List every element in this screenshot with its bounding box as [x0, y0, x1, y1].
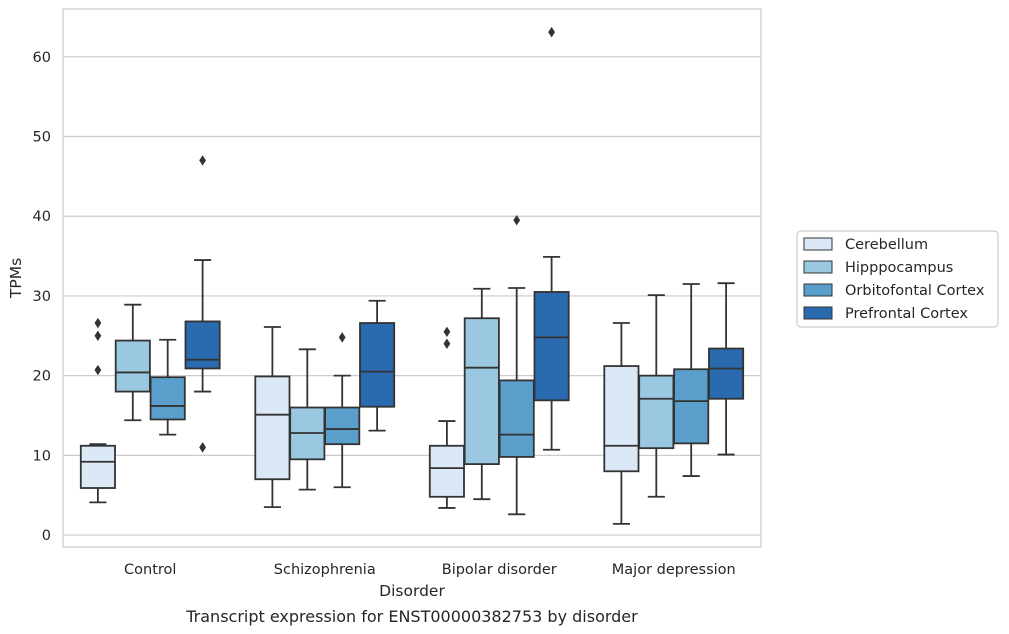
- box-iqr: [708, 347, 745, 400]
- box-prefrontal-cortex: [708, 282, 745, 456]
- box-iqr: [114, 339, 151, 393]
- x-tick-label: Bipolar disorder: [442, 562, 557, 578]
- plot-frame: [62, 8, 762, 548]
- box-iqr: [79, 444, 116, 489]
- legend-entry: Prefrontal Cortex: [845, 306, 968, 322]
- legend-entry: Cerebellum: [845, 237, 928, 253]
- legend-frame: [796, 230, 999, 328]
- box-orbitofontal-cortex: [673, 283, 710, 477]
- box-iqr: [254, 375, 291, 481]
- outlier-point: [199, 155, 206, 166]
- y-tick-label: 60: [33, 50, 51, 66]
- y-tick-label: 0: [42, 528, 51, 544]
- box-iqr: [533, 291, 570, 402]
- box-prefrontal-cortex: [533, 26, 570, 451]
- outlier-point: [548, 26, 555, 38]
- outlier-point: [94, 364, 102, 376]
- box-iqr: [463, 317, 500, 466]
- box-cerebellum: [79, 317, 116, 504]
- outlier-point: [513, 215, 521, 226]
- box-hipppocampus: [463, 287, 500, 501]
- legend-swatch: [803, 260, 833, 274]
- legend-swatch: [803, 283, 833, 297]
- box-orbitofontal-cortex: [324, 332, 361, 489]
- box-cerebellum: [428, 326, 465, 509]
- outlier-point: [338, 332, 346, 343]
- box-iqr: [428, 444, 465, 498]
- box-hipppocampus: [289, 348, 326, 491]
- outlier-point: [94, 317, 102, 329]
- x-tick-label: Control: [124, 562, 176, 578]
- chart-caption: Transcript expression for ENST0000038275…: [185, 607, 638, 626]
- box-iqr: [324, 406, 361, 446]
- box-hipppocampus: [638, 294, 675, 498]
- y-tick-label: 20: [33, 369, 51, 385]
- y-axis-ticks: 0 10 20 30 40 50 60: [33, 50, 51, 544]
- box-cerebellum: [603, 322, 640, 525]
- legend-entry: Hipppocampus: [845, 260, 953, 276]
- y-tick-label: 40: [33, 209, 51, 225]
- box-iqr: [184, 320, 221, 370]
- y-tick-label: 10: [33, 448, 51, 464]
- box-orbitofontal-cortex: [149, 338, 186, 436]
- x-axis-label: Disorder: [379, 582, 445, 600]
- box-iqr: [498, 379, 535, 458]
- outlier-point: [443, 338, 451, 349]
- y-tick-label: 50: [33, 130, 51, 146]
- box-iqr: [359, 322, 396, 408]
- gridlines: [63, 56, 761, 536]
- box-groups: [79, 26, 745, 525]
- y-axis-label: TPMs: [7, 258, 25, 299]
- legend-swatch: [803, 306, 833, 320]
- y-tick-label: 30: [33, 289, 51, 305]
- box-orbitofontal-cortex: [498, 215, 535, 516]
- box-iqr: [673, 368, 710, 445]
- legend-entry: Orbitofontal Cortex: [845, 283, 985, 299]
- box-prefrontal-cortex: [359, 299, 396, 432]
- legend: Cerebellum Hipppocampus Orbitofontal Corte…: [796, 230, 999, 328]
- box-iqr: [603, 365, 640, 473]
- box-hipppocampus: [114, 303, 151, 422]
- x-axis-ticks: Control Schizophrenia Bipolar disorder Majo…: [124, 562, 736, 578]
- box-iqr: [638, 374, 675, 450]
- outlier-point: [443, 326, 451, 337]
- outlier-point: [94, 330, 102, 341]
- outlier-point: [199, 442, 206, 453]
- x-tick-label: Major depression: [612, 562, 736, 578]
- box-cerebellum: [254, 326, 291, 509]
- box-prefrontal-cortex: [184, 155, 221, 453]
- legend-swatch: [803, 237, 833, 251]
- x-tick-label: Schizophrenia: [274, 562, 376, 578]
- box-iqr: [149, 376, 186, 421]
